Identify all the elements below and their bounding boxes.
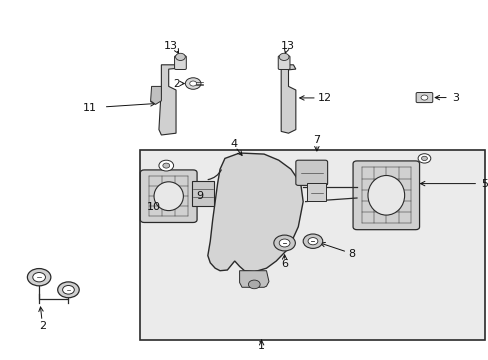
Circle shape xyxy=(279,53,288,60)
FancyBboxPatch shape xyxy=(278,56,289,69)
Text: 4: 4 xyxy=(230,139,237,149)
Circle shape xyxy=(420,95,427,100)
Circle shape xyxy=(58,282,79,298)
FancyBboxPatch shape xyxy=(295,160,327,185)
Polygon shape xyxy=(278,65,295,133)
FancyBboxPatch shape xyxy=(306,183,325,201)
Text: 13: 13 xyxy=(163,41,177,51)
FancyBboxPatch shape xyxy=(192,181,213,206)
Text: 10: 10 xyxy=(146,202,160,212)
Circle shape xyxy=(27,269,51,286)
Circle shape xyxy=(421,156,427,161)
Text: 11: 11 xyxy=(82,103,97,113)
Circle shape xyxy=(62,285,74,294)
Text: 2: 2 xyxy=(173,79,180,89)
Text: 3: 3 xyxy=(451,93,458,103)
Text: 5: 5 xyxy=(481,179,488,189)
FancyBboxPatch shape xyxy=(140,170,197,222)
Ellipse shape xyxy=(154,182,183,211)
Ellipse shape xyxy=(367,175,404,215)
Polygon shape xyxy=(150,86,161,104)
Circle shape xyxy=(303,234,322,248)
Polygon shape xyxy=(159,65,176,135)
Circle shape xyxy=(163,163,169,168)
Text: 9: 9 xyxy=(196,191,203,201)
Circle shape xyxy=(185,78,201,89)
Circle shape xyxy=(159,160,173,171)
FancyBboxPatch shape xyxy=(140,150,484,340)
Text: 12: 12 xyxy=(317,93,331,103)
Polygon shape xyxy=(239,271,268,287)
Circle shape xyxy=(273,235,295,251)
Circle shape xyxy=(417,154,430,163)
Polygon shape xyxy=(207,153,303,272)
Text: 7: 7 xyxy=(313,135,320,145)
Circle shape xyxy=(279,239,289,247)
Circle shape xyxy=(189,81,196,86)
Text: 2: 2 xyxy=(40,321,46,331)
FancyBboxPatch shape xyxy=(174,56,186,69)
Circle shape xyxy=(248,280,260,289)
Text: 6: 6 xyxy=(281,258,287,269)
Circle shape xyxy=(175,53,185,60)
Text: 13: 13 xyxy=(281,41,294,51)
FancyBboxPatch shape xyxy=(352,161,419,230)
FancyBboxPatch shape xyxy=(415,93,432,103)
Circle shape xyxy=(307,238,317,245)
Text: 8: 8 xyxy=(348,249,355,259)
Text: 1: 1 xyxy=(258,341,264,351)
Circle shape xyxy=(33,273,45,282)
